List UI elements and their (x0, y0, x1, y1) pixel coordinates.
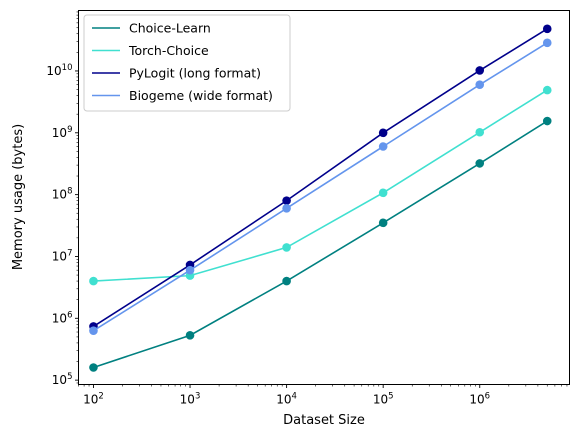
series-line-1 (93, 89, 548, 282)
data-point-s1-p5 (542, 85, 552, 95)
y-tick-label: 108 (52, 187, 73, 202)
x-tick-label: 102 (83, 392, 104, 407)
data-point-s0-p0 (89, 363, 98, 372)
legend: Choice-Learn Torch-Choice PyLogit (long fo… (83, 14, 291, 112)
data-point-s3-p5 (542, 38, 552, 48)
y-axis-label: Memory usage (bytes) (11, 124, 26, 270)
y-tick-label: 107 (52, 248, 73, 263)
data-point-s1-p0 (89, 276, 98, 286)
legend-entry-label: Choice-Learn (129, 21, 211, 36)
data-point-s3-p2 (282, 204, 291, 213)
legend-entry-label: Torch-Choice (128, 43, 209, 58)
y-tick-label: 1010 (46, 63, 72, 78)
data-point-s3-p1 (185, 265, 195, 275)
data-point-s0-p5 (542, 116, 552, 126)
data-point-s2-p4 (475, 66, 485, 75)
series-line-0 (93, 120, 548, 369)
x-tick-label: 106 (469, 392, 490, 407)
x-tick-label: 105 (373, 392, 394, 407)
data-point-s0-p3 (378, 218, 388, 228)
data-point-s1-p2 (282, 243, 291, 252)
series-line-2 (93, 28, 548, 328)
y-tick-label: 105 (52, 372, 73, 387)
y-tick-label: 106 (52, 310, 73, 325)
series-layer (89, 24, 552, 372)
y-tick-label: 109 (52, 125, 73, 140)
x-tick-label: 103 (180, 392, 201, 407)
data-point-s2-p2 (282, 196, 291, 205)
ticks-layer: 102 103 104 105 106 105 106 107 108 109 1010 (46, 11, 568, 407)
x-axis-label: Dataset Size (283, 413, 365, 428)
legend-entry-label: PyLogit (long format) (129, 66, 261, 81)
data-point-s3-p4 (475, 80, 485, 89)
legend-box (83, 14, 291, 112)
data-point-s0-p2 (282, 276, 291, 286)
data-point-s1-p3 (378, 188, 388, 198)
data-point-s3-p0 (89, 326, 98, 336)
data-point-s2-p5 (542, 24, 552, 34)
data-point-s3-p3 (378, 142, 388, 151)
series-line-3 (93, 42, 548, 332)
data-point-s0-p1 (185, 331, 195, 340)
data-point-s2-p3 (378, 128, 388, 138)
x-tick-label: 104 (276, 392, 297, 407)
data-point-s1-p4 (475, 127, 485, 137)
legend-entry-label: Biogeme (wide format) (129, 88, 273, 103)
data-point-s0-p4 (475, 159, 485, 168)
